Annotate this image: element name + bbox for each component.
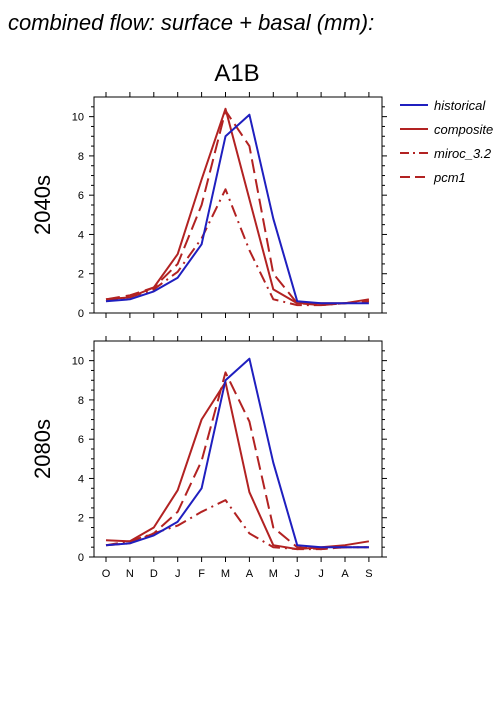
x-tick-label: J <box>175 568 181 580</box>
legend-label: pcm1 <box>433 170 466 185</box>
y-tick-label: 8 <box>78 151 84 163</box>
series-line-miroc-3-2 <box>105 499 369 551</box>
x-tick-label: S <box>365 568 372 580</box>
x-tick-label: A <box>341 568 349 580</box>
y-tick-label: 4 <box>78 473 84 485</box>
x-tick-label: J <box>294 568 300 580</box>
y-tick-label: 0 <box>78 308 84 320</box>
plot-frame <box>93 340 383 558</box>
x-tick-label: N <box>126 568 134 580</box>
series-line-composite <box>105 107 370 305</box>
scenario-title: A1B <box>214 60 259 87</box>
x-tick-label: M <box>221 568 230 580</box>
y-tick-label: 8 <box>78 395 84 407</box>
y-tick-label: 2 <box>78 269 84 281</box>
series-line-composite <box>105 381 370 551</box>
series-line-miroc-3-2 <box>105 188 369 307</box>
row-label: 2080s <box>30 419 55 479</box>
figure-title: combined flow: surface + basal (mm): <box>8 10 374 35</box>
panel-2040s: 0 2 4 6 8 10 2040s <box>30 92 387 320</box>
y-tick-label: 6 <box>78 434 84 446</box>
legend-label: historical <box>434 98 486 113</box>
series-line-pcm1 <box>105 109 369 307</box>
x-tick-label: F <box>198 568 205 580</box>
y-tick-label: 10 <box>72 112 84 124</box>
series-line-historical <box>105 113 369 305</box>
y-tick-label: 2 <box>78 513 84 525</box>
y-tick-label: 0 <box>78 552 84 564</box>
y-tick-label: 6 <box>78 190 84 202</box>
legend: historical composite miroc_3.2 pcm1 <box>400 98 493 185</box>
series-line-pcm1 <box>105 371 369 551</box>
x-tick-label: O <box>102 568 111 580</box>
legend-label: miroc_3.2 <box>434 146 492 161</box>
x-tick-label: D <box>150 568 158 580</box>
x-tick-label: J <box>318 568 324 580</box>
row-label: 2040s <box>30 175 55 235</box>
x-tick-label: A <box>246 568 254 580</box>
x-tick-label: M <box>269 568 278 580</box>
legend-label: composite <box>434 122 493 137</box>
y-tick-label: 4 <box>78 229 84 241</box>
panel-2080s: 0 2 4 6 8 10 O N D J F M A M J J A S 2080s <box>30 336 387 580</box>
series-line-historical <box>105 357 369 549</box>
y-tick-label: 10 <box>72 356 84 368</box>
